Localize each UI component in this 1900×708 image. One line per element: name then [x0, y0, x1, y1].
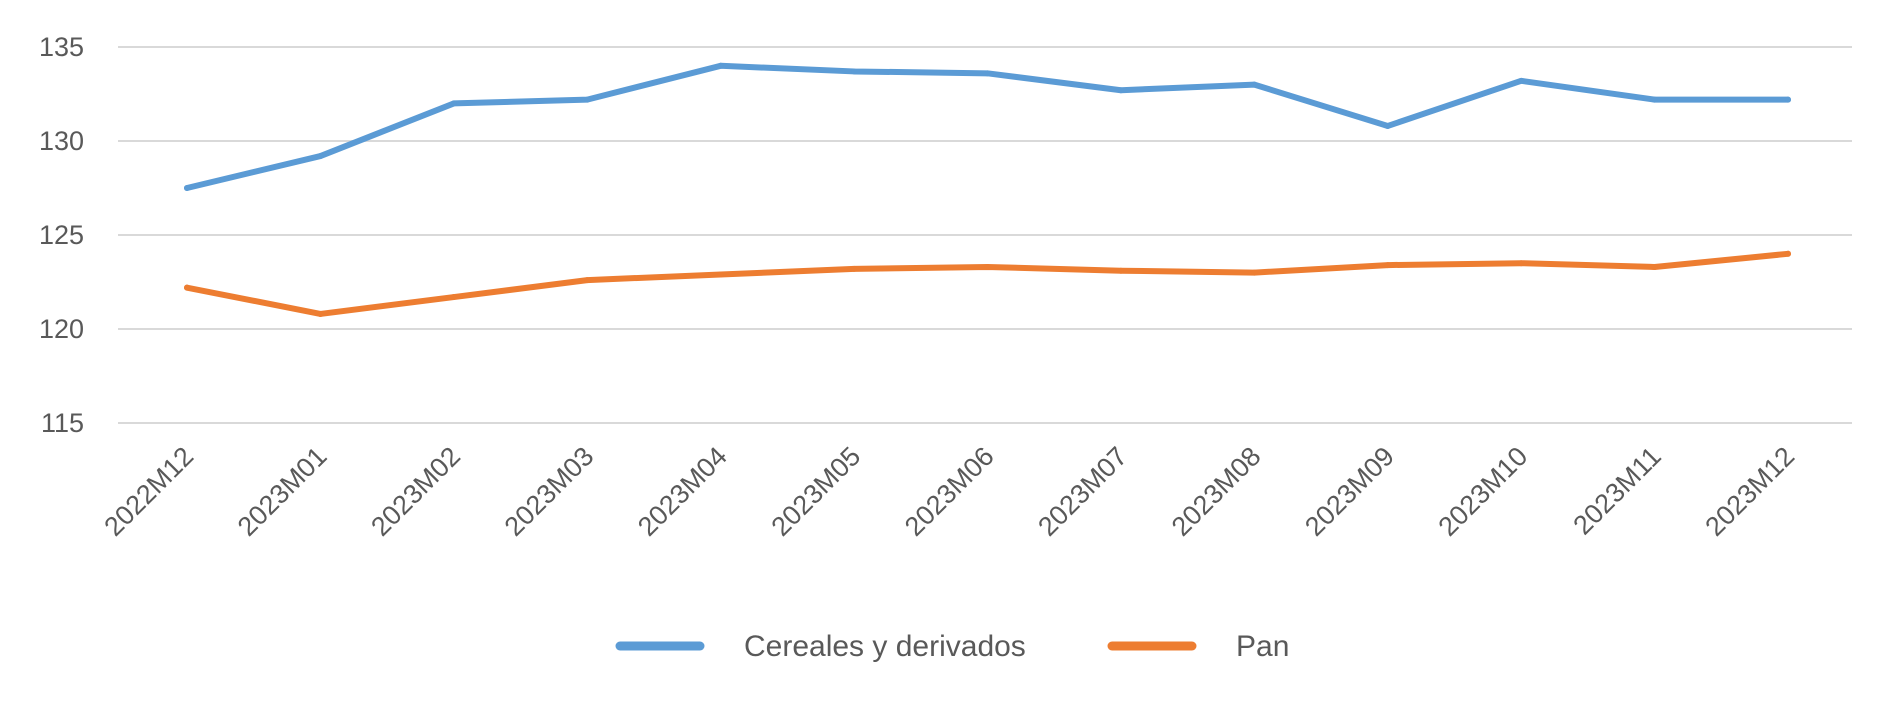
series-cereales-y-derivados [184, 62, 1791, 191]
data-point [717, 271, 724, 278]
data-point [1384, 122, 1391, 129]
gridlines [118, 46, 1852, 424]
x-tick-label: 2023M08 [1166, 441, 1267, 542]
legend: Cereales y derivados Pan [615, 630, 1289, 663]
data-point [184, 284, 190, 291]
x-tick-label: 2023M01 [232, 441, 333, 542]
data-point [717, 62, 724, 69]
data-point [984, 263, 991, 270]
data-point [450, 100, 457, 107]
data-point [1785, 250, 1791, 257]
data-point [317, 153, 324, 160]
x-tick-label: 2023M12 [1699, 441, 1800, 542]
series-lines [184, 62, 1791, 317]
data-point [1117, 87, 1124, 94]
x-tick-label: 2023M03 [499, 441, 600, 542]
data-point [1785, 96, 1791, 103]
x-axis-tick-labels: 2022M12 2023M01 2023M02 2023M03 2023M04 2023M… [98, 441, 1800, 542]
y-tick-label: 115 [41, 408, 84, 438]
y-tick-label: 120 [39, 314, 84, 344]
x-tick-label: 2023M09 [1299, 441, 1400, 542]
data-point [1651, 263, 1658, 270]
y-tick-label: 125 [39, 220, 84, 250]
legend-item: Pan [1107, 630, 1289, 663]
data-point [584, 277, 591, 284]
data-point [1518, 77, 1525, 84]
x-tick-label: 2023M10 [1433, 441, 1534, 542]
data-point [1651, 96, 1658, 103]
x-tick-label: 2023M05 [765, 441, 866, 542]
x-tick-label: 2023M04 [632, 441, 733, 542]
series-pan [184, 250, 1791, 317]
x-tick-label: 2023M07 [1032, 441, 1133, 542]
legend-item: Cereales y derivados [615, 630, 1026, 663]
data-point [1251, 81, 1258, 88]
y-axis-tick-labels: 115 120 125 130 135 [39, 32, 84, 438]
data-point [851, 68, 858, 75]
data-point [1384, 262, 1391, 269]
legend-label: Pan [1236, 630, 1289, 663]
data-point [851, 265, 858, 272]
x-tick-label: 2023M11 [1567, 441, 1666, 540]
x-tick-label: 2023M06 [899, 441, 1000, 542]
x-tick-label: 2022M12 [98, 441, 199, 542]
data-point [984, 70, 991, 77]
series-line [184, 62, 1791, 191]
legend-label: Cereales y derivados [744, 630, 1026, 663]
y-tick-label: 135 [39, 32, 84, 62]
data-point [184, 185, 190, 191]
x-tick-label: 2023M02 [365, 441, 466, 542]
data-point [450, 294, 457, 301]
y-tick-label: 130 [39, 126, 84, 156]
data-point [584, 96, 591, 103]
data-point [1251, 269, 1258, 276]
data-point [1518, 260, 1525, 267]
series-line [184, 250, 1791, 317]
data-point [1117, 267, 1124, 274]
data-point [317, 310, 324, 317]
